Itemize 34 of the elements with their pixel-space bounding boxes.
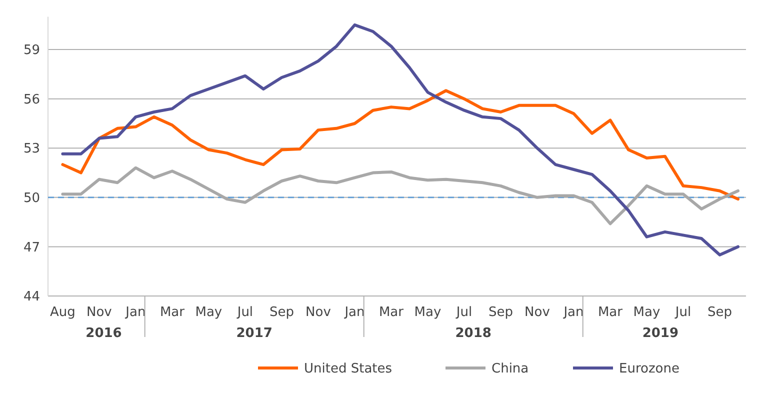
x-tick-label: May [414,305,442,320]
x-tick-label: May [195,305,222,320]
x-tick-label: Mar [598,305,624,320]
x-tick-label: Aug [50,305,76,320]
y-tick-label: 44 [23,290,40,305]
x-tick-label: Sep [488,305,513,320]
x-tick-label: Sep [269,305,294,320]
x-tick-label: Mar [378,305,404,320]
legend-label: United States [304,362,392,377]
y-tick-label: 50 [23,190,40,206]
text: 2016 [86,326,122,341]
y-tick-label: 59 [23,43,40,58]
y-tick-label: 47 [23,240,40,256]
x-tick-label: Jul [455,305,472,320]
legend-label: Eurozone [619,362,680,377]
x-tick-label: Jul [674,305,692,320]
x-tick-label: Nov [86,305,112,320]
legend-label: China [492,362,529,377]
text: 2019 [642,326,679,341]
line-series [61,23,740,256]
line-series [61,89,740,201]
text: 2017 [236,326,272,341]
y-tick-label: 53 [23,142,40,157]
x-tick-label: Mar [160,305,186,320]
x-tick-label: Nov [524,305,550,320]
x-tick-label: Jan [344,305,365,320]
x-tick-label: Jul [236,305,254,320]
text: 2018 [455,326,492,341]
x-tick-label: Nov [306,305,332,320]
x-tick-label: Jan [124,305,146,320]
x-tick-label: Jan [562,305,584,320]
x-tick-label: Sep [707,305,732,320]
y-tick-label: 56 [23,92,40,108]
x-tick-label: May [633,305,660,320]
